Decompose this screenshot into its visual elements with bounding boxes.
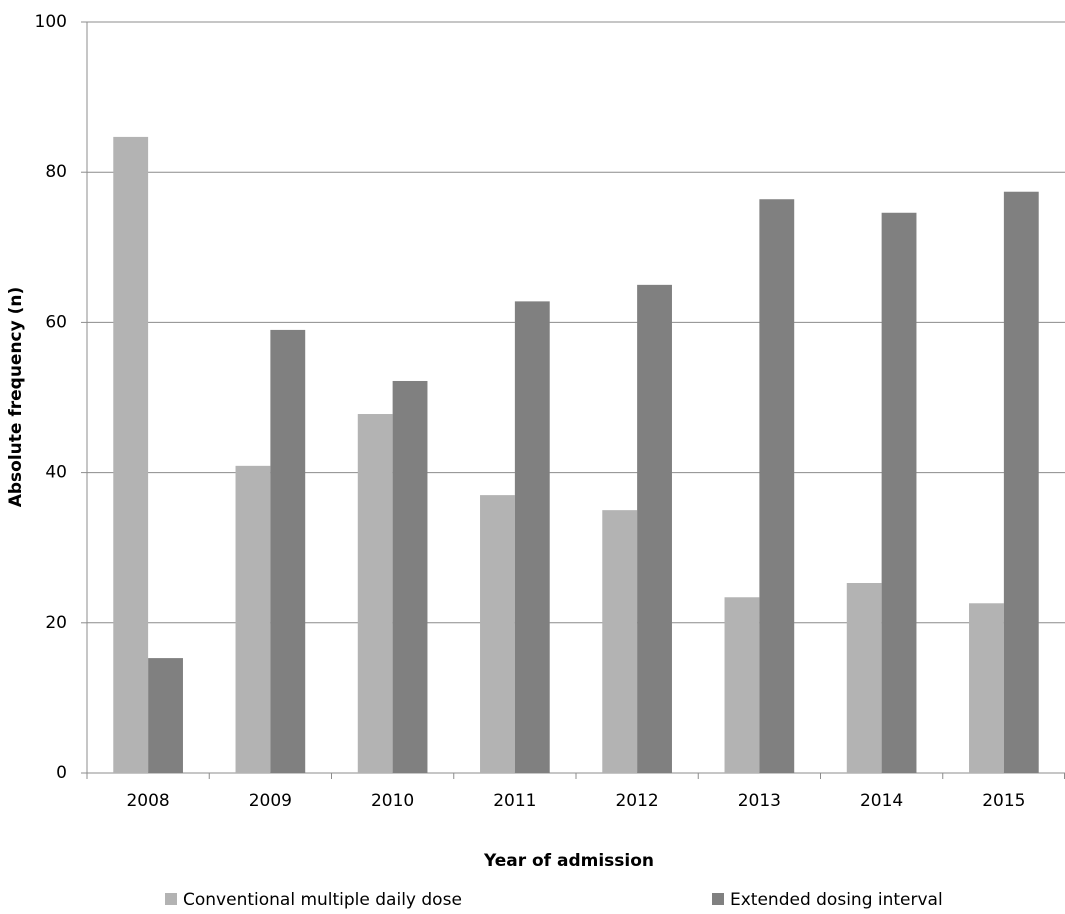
x-axis-title: Year of admission: [483, 851, 654, 871]
bar: [637, 284, 672, 773]
bar: [357, 414, 393, 773]
bar: [514, 301, 550, 773]
x-tick-label: 2012: [615, 791, 658, 811]
y-tick-label: 20: [45, 613, 67, 633]
bar: [235, 465, 271, 773]
bar: [392, 380, 428, 773]
x-tick-label: 2009: [249, 791, 292, 811]
bar: [602, 510, 638, 773]
legend-swatch: [165, 893, 177, 905]
bar: [724, 597, 760, 773]
legend-swatch: [712, 893, 724, 905]
y-tick-label: 100: [35, 12, 67, 32]
bar: [759, 199, 795, 774]
legend-label: Conventional multiple daily dose: [183, 890, 462, 910]
x-tick-label: 2013: [738, 791, 781, 811]
x-tick-label: 2008: [126, 791, 169, 811]
x-tick-label: 2010: [371, 791, 414, 811]
bar: [113, 136, 149, 773]
x-tick-label: 2015: [982, 791, 1025, 811]
y-tick-label: 0: [56, 763, 67, 783]
bar: [480, 495, 515, 773]
bar: [148, 658, 183, 773]
bar: [881, 212, 917, 773]
y-tick-label: 40: [45, 463, 67, 483]
x-tick-label: 2011: [493, 791, 536, 811]
y-axis-title: Absolute frequency (n): [6, 287, 26, 508]
bar: [270, 329, 306, 773]
y-tick-label: 60: [45, 312, 67, 332]
bar: [969, 603, 1004, 773]
legend-label: Extended dosing interval: [730, 890, 943, 910]
bar: [1003, 191, 1039, 773]
bar: [846, 582, 882, 773]
x-tick-label: 2014: [860, 791, 903, 811]
y-tick-label: 80: [45, 162, 67, 182]
